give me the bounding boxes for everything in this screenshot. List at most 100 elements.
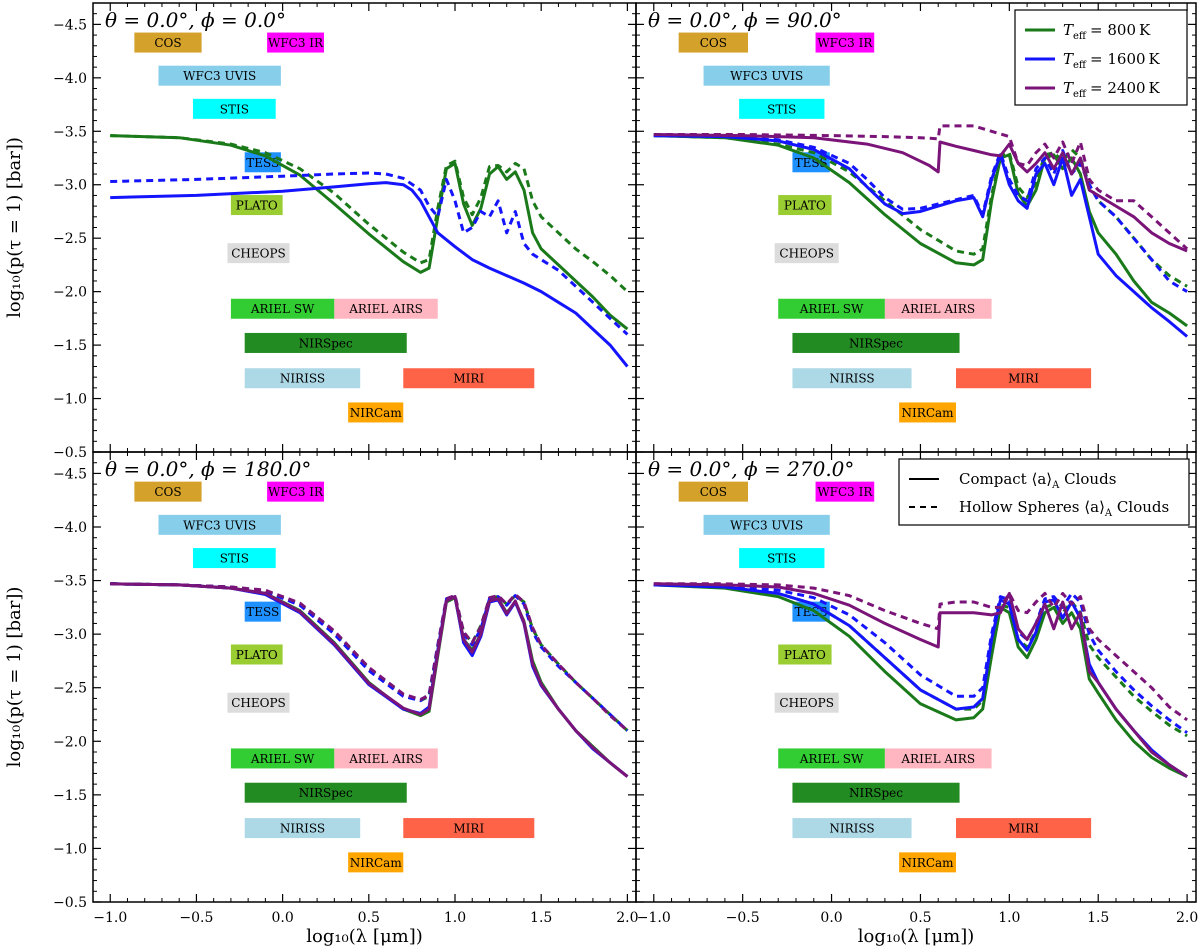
series-line xyxy=(653,583,1188,778)
x-tick-label: −0.5 xyxy=(179,910,213,926)
series-line xyxy=(653,134,1188,293)
instrument-box xyxy=(884,748,992,769)
y-tick-label: −2.5 xyxy=(53,681,87,697)
instrument-label: TESS xyxy=(795,156,828,170)
series-lines xyxy=(653,124,1189,338)
instrument-label: CHEOPS xyxy=(231,696,286,710)
instrument-box xyxy=(244,332,407,353)
legend-text-main: Hollow Spheres ⟨a⟩ xyxy=(959,498,1105,516)
legend-label: Teff = 1600 K xyxy=(1063,50,1161,71)
instrument-label: PLATO xyxy=(784,648,826,662)
x-tick-label: −0.5 xyxy=(726,910,760,926)
x-tick-label: 1.5 xyxy=(1087,910,1109,926)
instrument-label: WFC3 IR xyxy=(817,485,873,499)
instrument-box xyxy=(192,98,276,119)
instrument-label: ARIEL SW xyxy=(250,302,315,316)
instrument-label: PLATO xyxy=(236,199,278,213)
instrument-box xyxy=(884,298,992,319)
instrument-boxes: COS WFC3 IR WFC3 UVIS STIS TESS PLATO CHEOPS AR… xyxy=(134,481,535,873)
instrument-label: STIS xyxy=(767,552,796,566)
instrument-label: PLATO xyxy=(236,648,278,662)
instrument-boxes: COS WFC3 IR WFC3 UVIS STIS TESS PLATO CHEOPS AR… xyxy=(678,32,1092,423)
y-axis-label: log₁₀(p(τ = 1) [bar]) xyxy=(4,587,25,768)
y-tick-label: −4.5 xyxy=(53,17,87,33)
instrument-label: TESS xyxy=(246,605,279,619)
instrument-label: WFC3 UVIS xyxy=(183,518,256,532)
instrument-box xyxy=(703,65,830,86)
series-line xyxy=(653,124,1189,251)
instrument-box xyxy=(244,368,361,389)
instrument-label: STIS xyxy=(220,552,249,566)
instrument-label: MIRI xyxy=(453,372,484,386)
instrument-box xyxy=(778,195,832,216)
series-line xyxy=(653,583,1188,778)
instrument-box xyxy=(334,748,438,769)
instrument-box xyxy=(774,243,839,264)
legend-subscript: A xyxy=(1104,508,1113,519)
instrument-label: STIS xyxy=(767,102,796,116)
y-tick-label: −0.5 xyxy=(53,445,87,461)
legend-var: T xyxy=(1063,50,1074,68)
instrument-label: NIRISS xyxy=(280,822,325,836)
x-tick-label: 0.0 xyxy=(820,910,842,926)
instrument-label: PLATO xyxy=(784,199,826,213)
y-tick-label: −1.0 xyxy=(53,392,87,408)
instrument-box xyxy=(778,748,885,769)
legend-subscript: eff xyxy=(1073,31,1087,42)
instrument-label: STIS xyxy=(220,102,249,116)
legend-temperature: Teff = 800 K Teff = 1600 K Teff = 2400 K xyxy=(1014,9,1188,106)
instrument-box xyxy=(899,852,956,873)
series-line xyxy=(653,133,1188,253)
x-tick-label: 0.5 xyxy=(358,910,380,926)
instrument-box xyxy=(739,98,825,119)
y-tick-label: −1.0 xyxy=(53,841,87,857)
legend-var: T xyxy=(1063,21,1074,39)
instrument-box xyxy=(739,548,825,569)
instrument-box xyxy=(134,481,202,502)
instrument-box xyxy=(227,243,290,264)
instrument-box xyxy=(158,514,281,535)
y-tick-label: −2.0 xyxy=(53,734,87,750)
panel-1: COS WFC3 IR WFC3 UVIS STIS TESS PLATO CHEOPS AR… xyxy=(4,2,637,461)
instrument-label: ARIEL SW xyxy=(250,752,315,766)
instrument-box xyxy=(348,852,404,873)
instrument-box xyxy=(244,601,281,622)
legend-label: Teff = 2400 K xyxy=(1063,79,1161,100)
y-tick-label: −4.0 xyxy=(53,71,87,87)
series-line xyxy=(110,134,629,293)
x-tick-label: −1.0 xyxy=(93,910,127,926)
y-tick-label: −4.0 xyxy=(53,520,87,536)
instrument-label: NIRCam xyxy=(350,406,403,420)
instrument-label: NIRSpec xyxy=(849,786,903,800)
y-tick-label: −0.5 xyxy=(53,895,87,911)
legend-text-main: Compact ⟨a⟩ xyxy=(959,470,1052,488)
instrument-box xyxy=(956,818,1092,839)
series-lines xyxy=(110,134,629,368)
series-line xyxy=(110,181,629,368)
instrument-box xyxy=(778,644,832,665)
panel-title: θ = 0.0°, ϕ = 90.0° xyxy=(648,8,842,32)
series-line xyxy=(110,582,629,732)
instrument-label: COS xyxy=(154,36,181,50)
instrument-box xyxy=(230,644,283,665)
instrument-label: NIRCam xyxy=(350,856,403,870)
instrument-box xyxy=(774,692,839,713)
instrument-label: CHEOPS xyxy=(779,696,834,710)
panel-title: θ = 0.0°, ϕ = 180.0° xyxy=(105,457,311,481)
instrument-box xyxy=(403,368,535,389)
instrument-label: WFC3 UVIS xyxy=(730,518,803,532)
instrument-label: NIRISS xyxy=(280,372,325,386)
series-line xyxy=(653,583,1188,734)
instrument-label: NIRSpec xyxy=(849,336,903,350)
instrument-label: WFC3 IR xyxy=(268,36,324,50)
y-tick-label: −1.5 xyxy=(53,788,87,804)
legend-label: Teff = 800 K xyxy=(1063,21,1151,42)
y-tick-label: −3.5 xyxy=(53,124,87,140)
instrument-label: COS xyxy=(154,485,181,499)
instrument-box xyxy=(703,514,830,535)
instrument-label: ARIEL SW xyxy=(799,752,864,766)
legend-label: Hollow Spheres ⟨a⟩A Clouds xyxy=(959,498,1169,519)
y-axis-label: log₁₀(p(τ = 1) [bar]) xyxy=(4,137,25,318)
